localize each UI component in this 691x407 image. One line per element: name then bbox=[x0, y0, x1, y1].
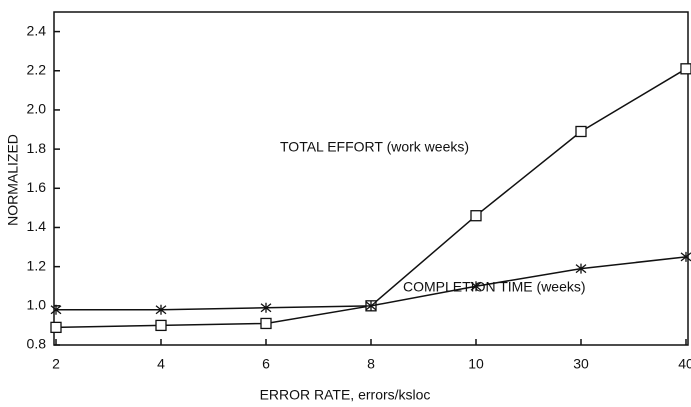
y-tick-label: 1.2 bbox=[27, 257, 47, 273]
x-tick-label: 40 bbox=[678, 356, 691, 372]
x-tick-label: 10 bbox=[468, 356, 484, 372]
marker bbox=[155, 304, 167, 315]
y-axis-label: NORMALIZED bbox=[5, 134, 21, 226]
series-label: TOTAL EFFORT (work weeks) bbox=[280, 139, 469, 155]
marker bbox=[470, 281, 482, 292]
series-line bbox=[55, 68, 687, 329]
series-label: COMPLETION TIME (weeks) bbox=[403, 279, 586, 295]
marker bbox=[575, 263, 587, 274]
marker bbox=[365, 300, 377, 311]
y-tick-label: 2.2 bbox=[27, 61, 47, 77]
marker bbox=[155, 319, 167, 332]
marker bbox=[680, 251, 691, 262]
y-tick-label: 1.8 bbox=[27, 140, 47, 156]
marker bbox=[260, 317, 272, 330]
y-tick-label: 0.8 bbox=[27, 336, 47, 352]
y-tick-label: 1.6 bbox=[27, 179, 47, 195]
marker bbox=[680, 63, 691, 75]
plot-frame bbox=[53, 11, 689, 346]
x-tick-label: 6 bbox=[262, 356, 270, 372]
x-tick-label: 2 bbox=[52, 356, 60, 372]
marker bbox=[575, 125, 587, 138]
x-tick-label: 30 bbox=[573, 356, 589, 372]
x-tick-label: 8 bbox=[367, 356, 375, 372]
y-tick-label: 2.0 bbox=[27, 101, 47, 117]
marker bbox=[50, 321, 62, 334]
y-tick-label: 1.4 bbox=[27, 218, 47, 234]
marker bbox=[50, 304, 62, 315]
marker bbox=[470, 210, 482, 222]
x-axis-label: ERROR RATE, errors/ksloc bbox=[260, 387, 431, 403]
x-tick-label: 4 bbox=[157, 356, 165, 372]
marker bbox=[260, 302, 272, 313]
y-tick-label: 1.0 bbox=[27, 297, 47, 313]
y-tick-label: 2.4 bbox=[27, 22, 47, 38]
